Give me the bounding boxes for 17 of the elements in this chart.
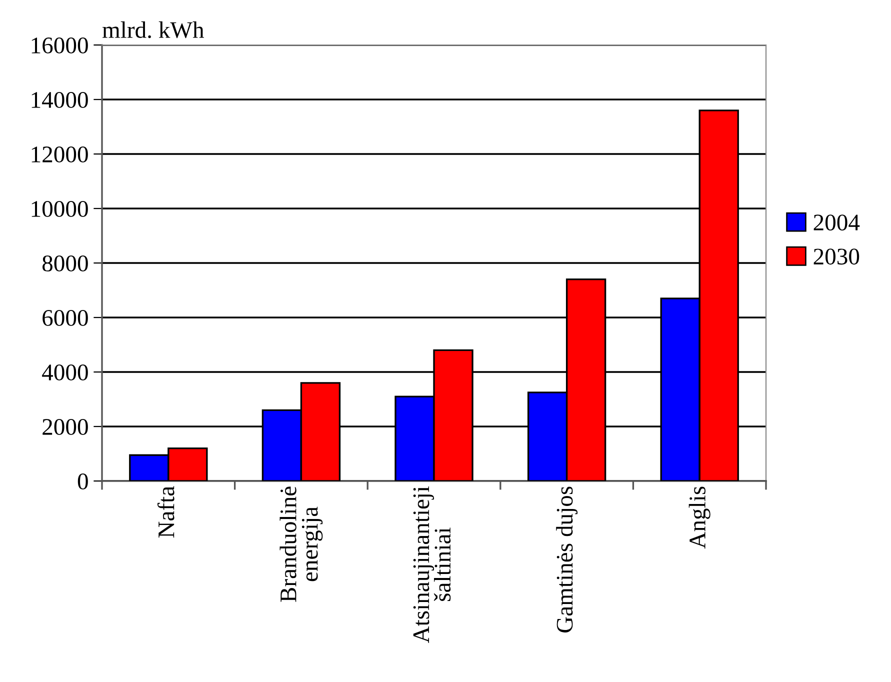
legend-label: 2004 xyxy=(814,214,860,230)
y-tick-label: 12000 xyxy=(32,146,88,162)
y-tick-label: 8000 xyxy=(42,255,88,272)
x-tick-label: Nafta xyxy=(157,486,174,538)
x-tick-label: Anglis xyxy=(688,486,710,549)
x-tick-label: Atsinaujinantieji šaltiniai xyxy=(413,486,451,644)
y-tick-label: 10000 xyxy=(32,200,88,217)
y-tick-label: 16000 xyxy=(32,37,88,54)
x-tick-label: Branduolinė energija xyxy=(280,486,323,602)
x-tick-label: Gamtinės dujos xyxy=(556,486,578,632)
legend-label: 2030 xyxy=(814,248,860,265)
y-tick-label: 6000 xyxy=(42,310,88,326)
y-axis-title: mlrd. kWh xyxy=(102,21,204,38)
y-tick-label: 4000 xyxy=(42,364,88,380)
y-tick-label: 14000 xyxy=(32,92,88,108)
y-tick-label: 2000 xyxy=(42,418,88,435)
y-tick-label: 0 xyxy=(78,473,88,490)
